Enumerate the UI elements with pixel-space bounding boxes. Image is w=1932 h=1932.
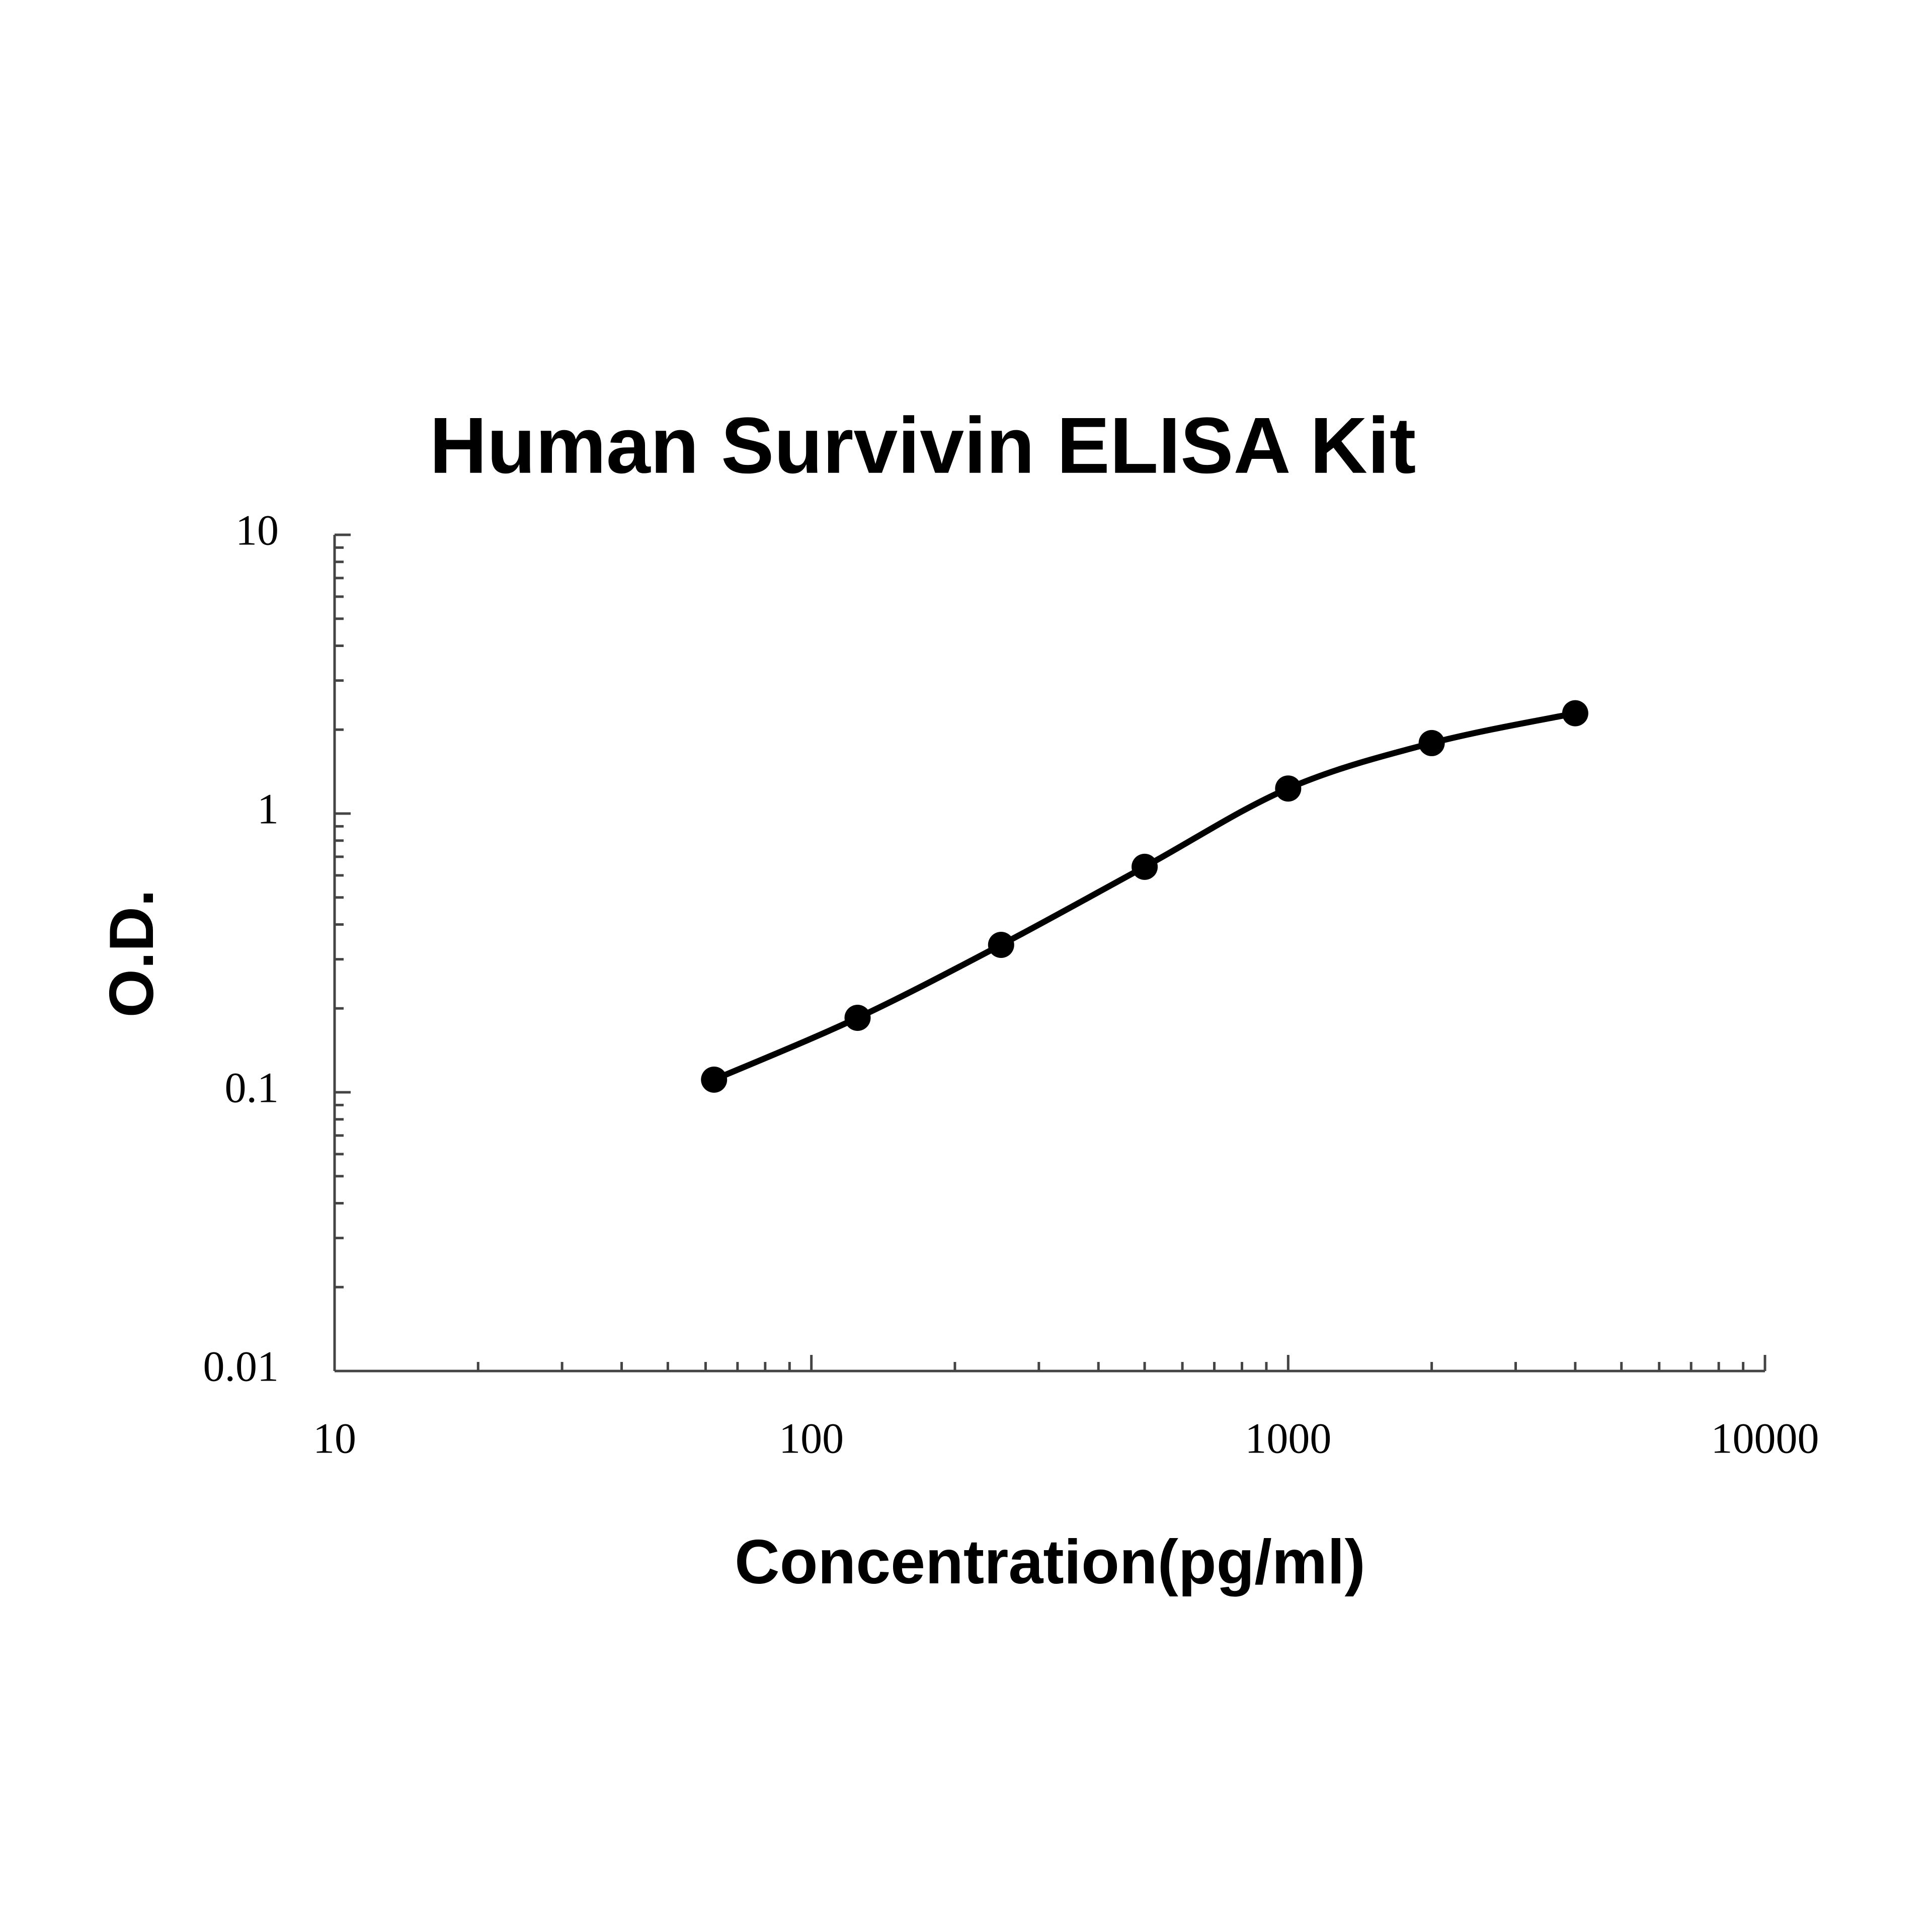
- y-axis-label: O.D.: [97, 890, 167, 1018]
- y-tick-label: 1: [257, 785, 279, 833]
- y-tick-label: 0.01: [203, 1342, 279, 1391]
- x-tick-label: 100: [779, 1414, 844, 1463]
- data-point: [988, 931, 1014, 958]
- y-tick-label: 0.1: [225, 1064, 279, 1112]
- data-point: [1132, 853, 1158, 880]
- data-point: [1275, 775, 1302, 802]
- y-tick-label: 10: [235, 506, 279, 554]
- data-point: [701, 1066, 728, 1093]
- x-tick-label: 10: [313, 1414, 356, 1463]
- data-point: [844, 1004, 871, 1031]
- chart-title: Human Survivin ELISA Kit: [430, 401, 1416, 490]
- x-tick-label: 1000: [1245, 1414, 1331, 1463]
- x-tick-label: 10000: [1711, 1414, 1819, 1463]
- data-point: [1562, 700, 1588, 727]
- data-point: [1418, 730, 1445, 756]
- x-axis-label: Concentration(pg/ml): [735, 1527, 1365, 1597]
